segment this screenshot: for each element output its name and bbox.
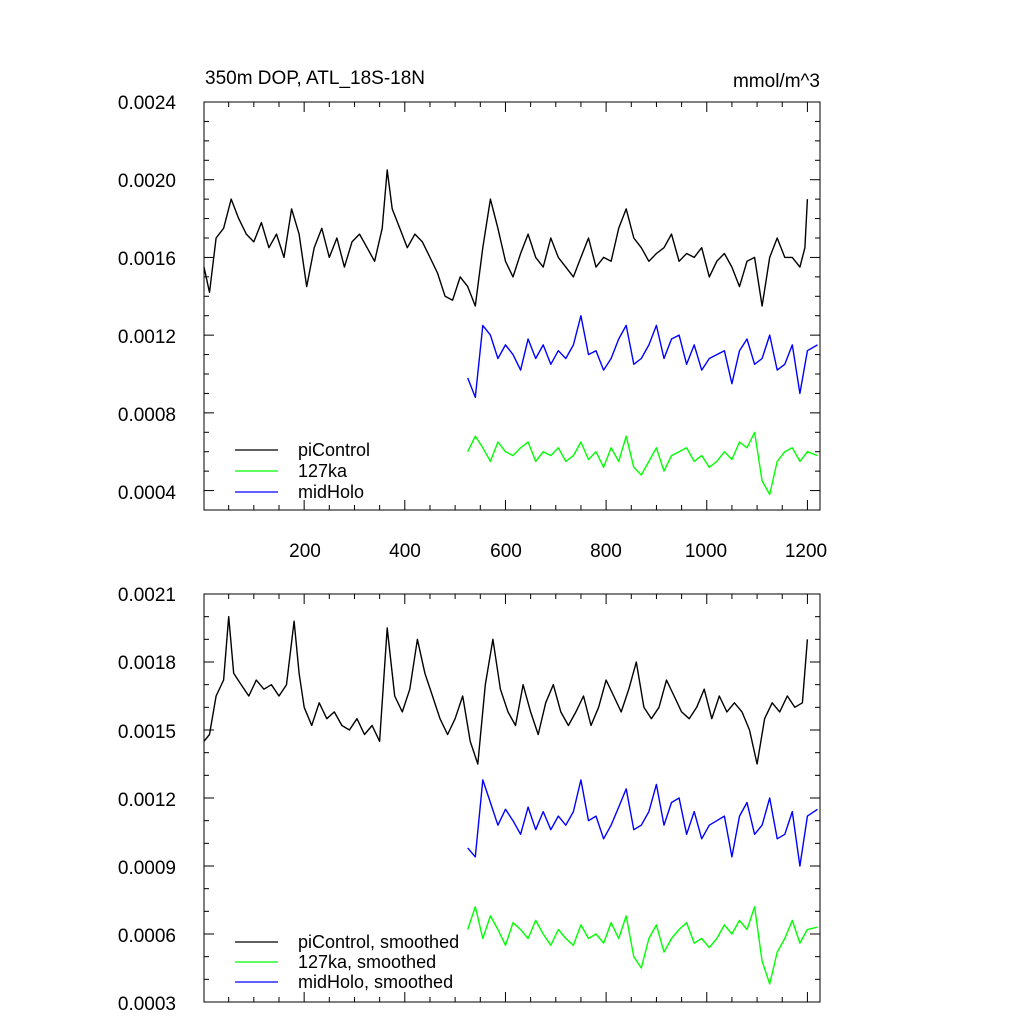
top-axis-ticks <box>204 101 820 511</box>
top-x-tick-label: 200 <box>289 541 321 562</box>
bottom-series-group <box>203 616 818 985</box>
top-y-tick-label: 0.0020 <box>118 171 176 192</box>
top-x-tick-labels: 200 400 600 800 1000 1200 <box>289 541 827 562</box>
series-line-midholo <box>467 315 818 398</box>
top-chart-units: mmol/m^3 <box>733 71 820 92</box>
legend-label: 127ka <box>298 461 348 481</box>
bottom-y-tick-label: 0.0003 <box>118 994 176 1015</box>
series-line-picontrol-smoothed <box>203 616 809 765</box>
legend-label: piControl <box>298 440 370 460</box>
top-y-tick-label: 0.0024 <box>118 93 177 114</box>
top-x-tick-label: 800 <box>590 541 622 562</box>
top-x-tick-label: 600 <box>490 541 522 562</box>
top-y-tick-label: 0.0004 <box>118 483 177 504</box>
bottom-axis-ticks <box>204 593 820 1003</box>
top-plot-frame <box>203 101 821 511</box>
bottom-y-tick-labels: 0.0021 0.0018 0.0015 0.0012 0.0009 0.000… <box>118 585 176 1015</box>
top-y-tick-label: 0.0012 <box>118 327 176 348</box>
legend-label: midHolo, smoothed <box>298 972 453 992</box>
top-y-tick-label: 0.0008 <box>118 405 176 426</box>
bottom-y-tick-label: 0.0006 <box>118 926 176 947</box>
bottom-plot-frame <box>203 593 821 1003</box>
series-line-127ka <box>467 431 818 496</box>
top-chart-title: 350m DOP, ATL_18S-18N <box>205 68 425 89</box>
top-x-tick-label: 400 <box>389 541 421 562</box>
top-x-tick-label: 1200 <box>785 541 827 562</box>
series-line-midholo-smoothed <box>467 779 818 867</box>
legend-label: piControl, smoothed <box>298 932 459 952</box>
top-legend: piControl 127ka midHolo <box>235 440 370 502</box>
legend-label: 127ka, smoothed <box>298 952 436 972</box>
top-series-group <box>203 169 818 496</box>
legend-label: midHolo <box>298 482 364 502</box>
bottom-panel: 0.0021 0.0018 0.0015 0.0012 0.0009 0.000… <box>118 585 821 1015</box>
top-panel: 350m DOP, ATL_18S-18N mmol/m^3 0.0024 0.… <box>118 68 827 562</box>
bottom-y-tick-label: 0.0009 <box>118 858 176 879</box>
bottom-y-tick-label: 0.0021 <box>118 585 176 606</box>
bottom-y-tick-label: 0.0015 <box>118 722 176 743</box>
bottom-y-tick-label: 0.0012 <box>118 790 176 811</box>
top-y-tick-labels: 0.0024 0.0020 0.0016 0.0012 0.0008 0.000… <box>118 93 177 504</box>
series-line-picontrol <box>203 169 809 307</box>
top-x-tick-label: 1000 <box>685 541 727 562</box>
bottom-y-tick-label: 0.0018 <box>118 653 176 674</box>
bottom-legend: piControl, smoothed 127ka, smoothed midH… <box>235 932 459 992</box>
series-line-127ka-smoothed <box>467 906 818 985</box>
top-y-tick-label: 0.0016 <box>118 249 176 270</box>
